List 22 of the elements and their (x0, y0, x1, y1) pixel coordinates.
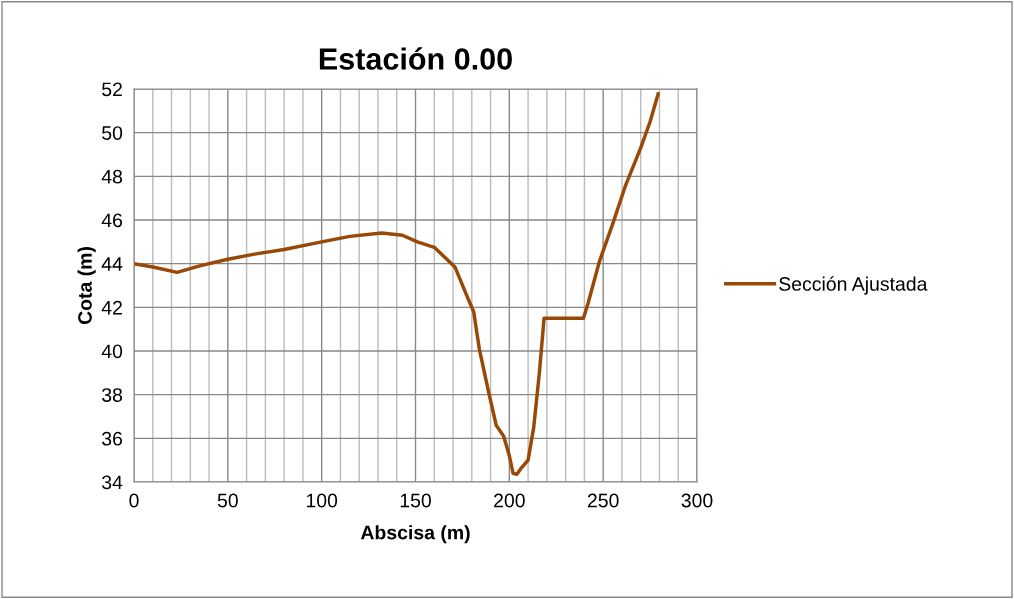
x-tick-label: 150 (400, 493, 431, 508)
x-tick-label: 200 (494, 493, 525, 508)
x-tick-label: 250 (587, 493, 619, 508)
y-tick-label: 44 (101, 257, 123, 271)
y-tick-label: 34 (102, 475, 123, 490)
x-axis-title: Abscisa (m) (360, 525, 470, 544)
y-tick-label: 40 (101, 344, 123, 359)
y-tick-label: 46 (101, 213, 123, 228)
x-tick-label: 300 (681, 493, 713, 508)
x-tick-label: 100 (306, 493, 338, 508)
line-series (134, 92, 660, 477)
legend-label: Sección Ajustada (779, 276, 928, 295)
y-tick-label: 38 (102, 388, 123, 402)
y-axis-title: Cota (m) (77, 247, 96, 325)
y-tick-label: 50 (102, 126, 123, 140)
y-tick-label: 36 (102, 431, 123, 446)
chart-title: Estación 0.00 (319, 47, 512, 70)
y-tick-label: 42 (101, 300, 122, 315)
y-tick-label: 52 (102, 82, 122, 97)
x-tick-label: 50 (217, 493, 238, 508)
x-tick-label: 0 (129, 493, 139, 508)
y-tick-label: 48 (101, 169, 123, 184)
